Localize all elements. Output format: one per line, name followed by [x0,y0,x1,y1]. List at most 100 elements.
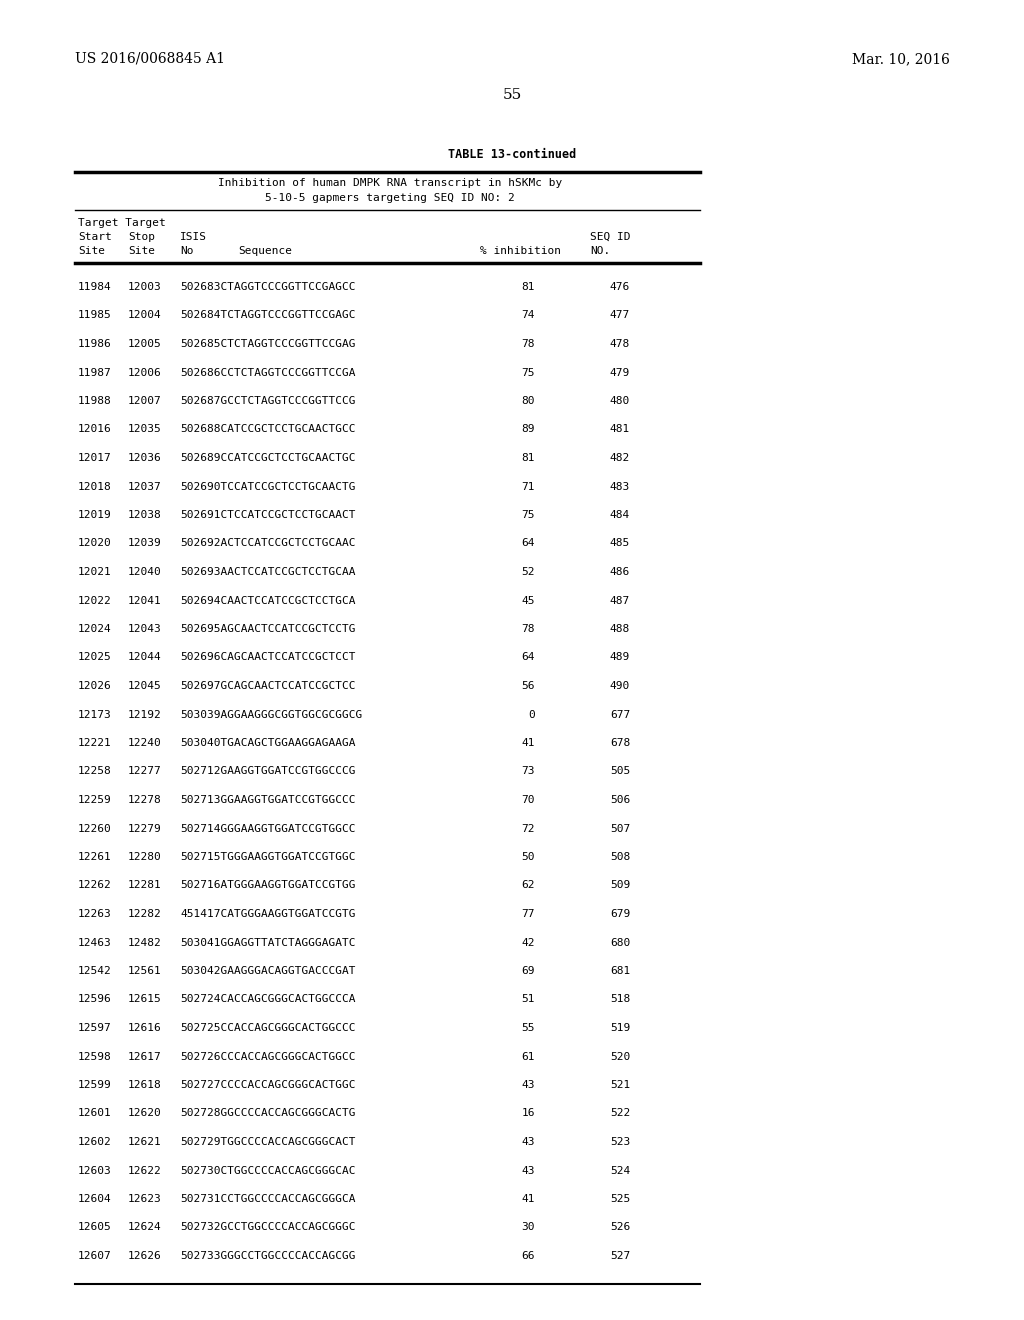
Text: 12038: 12038 [128,510,162,520]
Text: 502696CAGCAACTCCATCCGCTCCT: 502696CAGCAACTCCATCCGCTCCT [180,652,355,663]
Text: 12005: 12005 [128,339,162,348]
Text: 12281: 12281 [128,880,162,891]
Text: 502728GGCCCCACCAGCGGGCACTG: 502728GGCCCCACCAGCGGGCACTG [180,1109,355,1118]
Text: 12602: 12602 [78,1137,112,1147]
Text: 70: 70 [521,795,535,805]
Text: 503039AGGAAGGGCGGTGGCGCGGCG: 503039AGGAAGGGCGGTGGCGCGGCG [180,710,362,719]
Text: 502725CCACCAGCGGGCACTGGCCC: 502725CCACCAGCGGGCACTGGCCC [180,1023,355,1034]
Text: No: No [180,246,194,256]
Text: 678: 678 [610,738,630,748]
Text: 12041: 12041 [128,595,162,606]
Text: 502693AACTCCATCCGCTCCTGCAA: 502693AACTCCATCCGCTCCTGCAA [180,568,355,577]
Text: 89: 89 [521,425,535,434]
Text: 74: 74 [521,310,535,321]
Text: 502713GGAAGGTGGATCCGTGGCCC: 502713GGAAGGTGGATCCGTGGCCC [180,795,355,805]
Text: 11987: 11987 [78,367,112,378]
Text: 503041GGAGGTTATCTAGGGAGATC: 503041GGAGGTTATCTAGGGAGATC [180,937,355,948]
Text: 502692ACTCCATCCGCTCCTGCAAC: 502692ACTCCATCCGCTCCTGCAAC [180,539,355,549]
Text: 52: 52 [521,568,535,577]
Text: 477: 477 [610,310,630,321]
Text: 12618: 12618 [128,1080,162,1090]
Text: SEQ ID: SEQ ID [590,232,631,242]
Text: 503042GAAGGGACAGGTGACCCGAT: 503042GAAGGGACAGGTGACCCGAT [180,966,355,975]
Text: 12003: 12003 [128,282,162,292]
Text: 12036: 12036 [128,453,162,463]
Text: 12007: 12007 [128,396,162,407]
Text: 77: 77 [521,909,535,919]
Text: ISIS: ISIS [180,232,207,242]
Text: 12006: 12006 [128,367,162,378]
Text: 43: 43 [521,1166,535,1176]
Text: 502694CAACTCCATCCGCTCCTGCA: 502694CAACTCCATCCGCTCCTGCA [180,595,355,606]
Text: US 2016/0068845 A1: US 2016/0068845 A1 [75,51,225,66]
Text: 503040TGACAGCTGGAAGGAGAAGA: 503040TGACAGCTGGAAGGAGAAGA [180,738,355,748]
Text: 488: 488 [610,624,630,634]
Text: TABLE 13-continued: TABLE 13-continued [447,148,577,161]
Text: 55: 55 [503,88,521,102]
Text: 11984: 11984 [78,282,112,292]
Text: 502731CCTGGCCCCACCAGCGGGCA: 502731CCTGGCCCCACCAGCGGGCA [180,1195,355,1204]
Text: 524: 524 [610,1166,630,1176]
Text: 30: 30 [521,1222,535,1233]
Text: 50: 50 [521,851,535,862]
Text: 502726CCCACCAGCGGGCACTGGCC: 502726CCCACCAGCGGGCACTGGCC [180,1052,355,1061]
Text: 502684TCTAGGTCCCGGTTCCGAGC: 502684TCTAGGTCCCGGTTCCGAGC [180,310,355,321]
Text: 525: 525 [610,1195,630,1204]
Text: 12280: 12280 [128,851,162,862]
Text: 483: 483 [610,482,630,491]
Text: 55: 55 [521,1023,535,1034]
Text: 478: 478 [610,339,630,348]
Text: 681: 681 [610,966,630,975]
Text: 506: 506 [610,795,630,805]
Text: 75: 75 [521,367,535,378]
Text: 61: 61 [521,1052,535,1061]
Text: 12624: 12624 [128,1222,162,1233]
Text: 502724CACCAGCGGGCACTGGCCCA: 502724CACCAGCGGGCACTGGCCCA [180,994,355,1005]
Text: 480: 480 [610,396,630,407]
Text: 12622: 12622 [128,1166,162,1176]
Text: 12623: 12623 [128,1195,162,1204]
Text: 71: 71 [521,482,535,491]
Text: 502695AGCAACTCCATCCGCTCCTG: 502695AGCAACTCCATCCGCTCCTG [180,624,355,634]
Text: 72: 72 [521,824,535,833]
Text: % inhibition: % inhibition [480,246,561,256]
Text: 12044: 12044 [128,652,162,663]
Text: 502714GGGAAGGTGGATCCGTGGCC: 502714GGGAAGGTGGATCCGTGGCC [180,824,355,833]
Text: 12017: 12017 [78,453,112,463]
Text: 43: 43 [521,1080,535,1090]
Text: 523: 523 [610,1137,630,1147]
Text: 12260: 12260 [78,824,112,833]
Text: 502697GCAGCAACTCCATCCGCTCC: 502697GCAGCAACTCCATCCGCTCC [180,681,355,690]
Text: Sequence: Sequence [238,246,292,256]
Text: 508: 508 [610,851,630,862]
Text: 12604: 12604 [78,1195,112,1204]
Text: 12617: 12617 [128,1052,162,1061]
Text: 12561: 12561 [128,966,162,975]
Text: 502685CTCTAGGTCCCGGTTCCGAG: 502685CTCTAGGTCCCGGTTCCGAG [180,339,355,348]
Text: 12282: 12282 [128,909,162,919]
Text: 16: 16 [521,1109,535,1118]
Text: 12192: 12192 [128,710,162,719]
Text: NO.: NO. [590,246,610,256]
Text: 502727CCCCACCAGCGGGCACTGGC: 502727CCCCACCAGCGGGCACTGGC [180,1080,355,1090]
Text: 12626: 12626 [128,1251,162,1261]
Text: 527: 527 [610,1251,630,1261]
Text: 12278: 12278 [128,795,162,805]
Text: 12277: 12277 [128,767,162,776]
Text: 56: 56 [521,681,535,690]
Text: 502715TGGGAAGGTGGATCCGTGGC: 502715TGGGAAGGTGGATCCGTGGC [180,851,355,862]
Text: 502689CCATCCGCTCCTGCAACTGC: 502689CCATCCGCTCCTGCAACTGC [180,453,355,463]
Text: 522: 522 [610,1109,630,1118]
Text: 80: 80 [521,396,535,407]
Text: 502729TGGCCCCACCAGCGGGCACT: 502729TGGCCCCACCAGCGGGCACT [180,1137,355,1147]
Text: 502691CTCCATCCGCTCCTGCAACT: 502691CTCCATCCGCTCCTGCAACT [180,510,355,520]
Text: 484: 484 [610,510,630,520]
Text: 502730CTGGCCCCACCAGCGGGCAC: 502730CTGGCCCCACCAGCGGGCAC [180,1166,355,1176]
Text: 12240: 12240 [128,738,162,748]
Text: 45: 45 [521,595,535,606]
Text: Site: Site [78,246,105,256]
Text: 486: 486 [610,568,630,577]
Text: 81: 81 [521,282,535,292]
Text: 12482: 12482 [128,937,162,948]
Text: 520: 520 [610,1052,630,1061]
